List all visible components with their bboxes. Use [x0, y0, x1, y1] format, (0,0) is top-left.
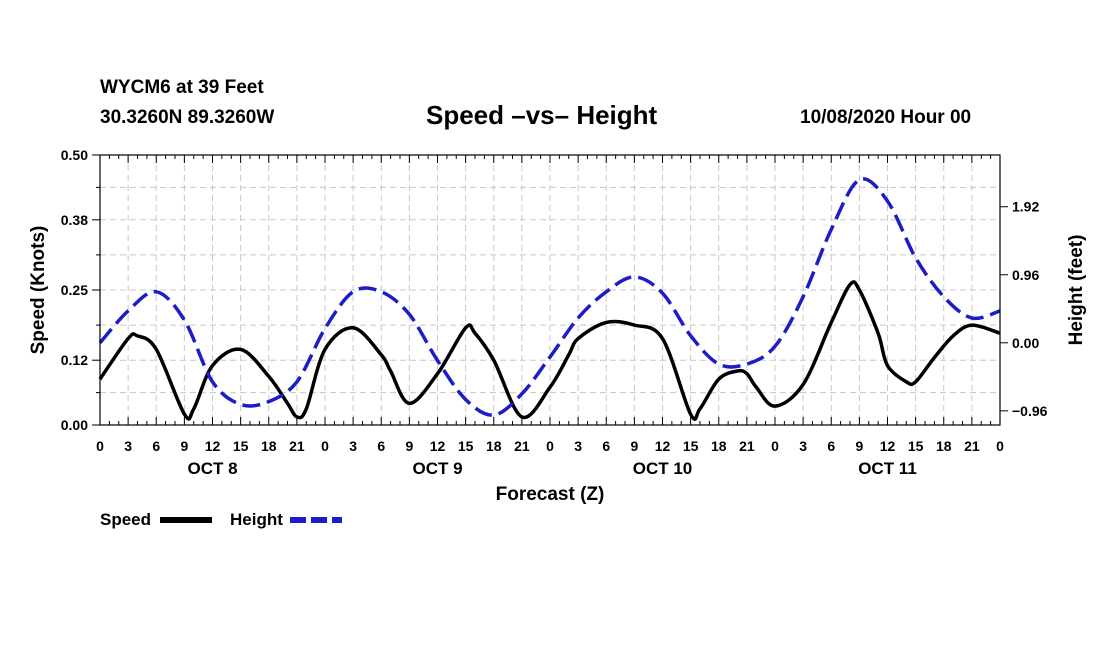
x-tick-label: 9 — [405, 438, 413, 454]
x-tick-label: 3 — [124, 438, 132, 454]
x-tick-label: 6 — [377, 438, 385, 454]
x-tick-label: 9 — [180, 438, 188, 454]
x-tick-label: 21 — [289, 438, 305, 454]
legend-height-label: Height — [230, 510, 283, 529]
x-tick-label: 9 — [855, 438, 863, 454]
day-label: OCT 10 — [633, 459, 693, 478]
series-line-speed — [98, 280, 1001, 421]
x-tick-label: 21 — [964, 438, 980, 454]
y-tick-label-left: 0.25 — [61, 282, 88, 298]
y-tick-label-right: 1.92 — [1012, 199, 1039, 215]
y-tick-label-left: 0.12 — [61, 352, 88, 368]
x-tick-label: 18 — [486, 438, 502, 454]
x-tick-label: 21 — [739, 438, 755, 454]
y-tick-label-right: 0.96 — [1012, 267, 1039, 283]
station-label: WYCM6 at 39 Feet — [100, 77, 264, 98]
day-label: OCT 8 — [187, 459, 237, 478]
x-tick-label: 0 — [321, 438, 329, 454]
y-axis-title-left: Speed (Knots) — [28, 226, 49, 355]
y-axis-title-right: Height (feet) — [1066, 235, 1087, 346]
plot-frame — [99, 154, 1001, 426]
x-tick-label: 0 — [771, 438, 779, 454]
x-tick-label: 12 — [655, 438, 671, 454]
x-tick-label: 0 — [96, 438, 104, 454]
ticks — [92, 154, 1008, 426]
chart-title: Speed –vs– Height — [426, 100, 658, 130]
grid — [100, 155, 1000, 425]
x-tick-label: 3 — [799, 438, 807, 454]
x-tick-label: 3 — [349, 438, 357, 454]
y-tick-label-left: 0.00 — [61, 417, 88, 433]
day-label: OCT 11 — [858, 459, 917, 478]
x-tick-label: 0 — [996, 438, 1004, 454]
x-tick-label: 6 — [152, 438, 160, 454]
y-tick-label-left: 0.50 — [61, 147, 88, 163]
x-tick-label: 15 — [683, 438, 699, 454]
legend-speed-label: Speed — [100, 510, 151, 529]
y-tick-label-right: −0.96 — [1012, 403, 1048, 419]
x-tick-label: 12 — [880, 438, 896, 454]
x-tick-label: 3 — [574, 438, 582, 454]
series — [98, 177, 1001, 421]
y-tick-label-left: 0.38 — [61, 212, 88, 228]
labels: 0 3 6 9 12 15 18 21 0 3 6 9 12 15 18 21 0 3 6 9 12 15 18 21 0 3 6 9… — [61, 147, 1048, 478]
legend: Speed Height — [100, 510, 342, 529]
x-tick-label: 15 — [458, 438, 474, 454]
x-tick-label: 9 — [630, 438, 638, 454]
x-tick-label: 18 — [936, 438, 952, 454]
issued-timestamp: 10/08/2020 Hour 00 — [800, 107, 972, 128]
day-label: OCT 9 — [412, 459, 462, 478]
x-tick-label: 12 — [430, 438, 446, 454]
x-tick-label: 18 — [261, 438, 277, 454]
x-axis-title: Forecast (Z) — [496, 484, 605, 505]
x-tick-label: 18 — [711, 438, 727, 454]
y-tick-label-right: 0.00 — [1012, 335, 1039, 351]
x-tick-label: 12 — [205, 438, 221, 454]
coordinates-label: 30.3260N 89.3260W — [100, 107, 275, 128]
x-tick-label: 6 — [827, 438, 835, 454]
x-tick-label: 21 — [514, 438, 530, 454]
x-tick-label: 6 — [602, 438, 610, 454]
x-tick-label: 0 — [546, 438, 554, 454]
series-line-height — [98, 177, 1001, 417]
x-tick-label: 15 — [908, 438, 924, 454]
x-tick-label: 15 — [233, 438, 249, 454]
